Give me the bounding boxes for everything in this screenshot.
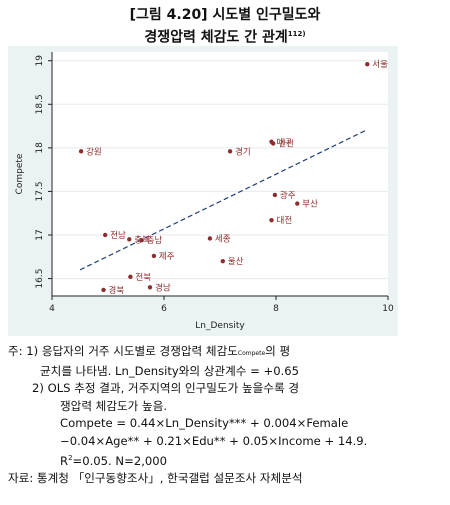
- point-label: 전남: [110, 230, 126, 241]
- y-tick-label: 19: [35, 55, 45, 67]
- r-squared-rest: =0.05. N=2,000: [72, 453, 168, 468]
- y-tick-label: 18: [35, 142, 45, 154]
- point-label: 충남: [147, 236, 163, 246]
- point-label: 제주: [159, 252, 175, 262]
- data-point: [272, 192, 278, 198]
- note-1-line-1: 주: 1) 응답자의 거주 시도별로 경쟁압력 체감도Compete의 평: [8, 343, 428, 363]
- data-point: [295, 201, 300, 206]
- title-line-2: 경쟁압력 체감도 간 관계112): [0, 25, 450, 48]
- point-label: 울산: [228, 256, 244, 267]
- x-axis-label: Ln_Density: [195, 321, 245, 331]
- note-2-line-1: 2) OLS 추정 결과, 거주지역의 인구밀도가 높을수록 경: [32, 381, 299, 395]
- scatter-chart: 16.5 17 17.5 18 18.5 19 4 6 8 10 Compete Ln_Density…: [15, 52, 394, 331]
- data-point: [227, 149, 233, 154]
- plot-region: [52, 52, 388, 296]
- point-label: 경기: [235, 146, 251, 157]
- chart-area: 16.5 17 17.5 18 18.5 19 4 6 8 10 Compete Ln_Density…: [8, 46, 398, 336]
- note-1-subscript: Compete: [237, 350, 266, 357]
- fitted-line: [79, 129, 366, 271]
- title-line-1: [그림 4.20] 시도별 인구밀도와: [129, 7, 321, 23]
- data-point: [271, 141, 276, 146]
- y-tick-label: 17: [35, 229, 45, 240]
- note-1-line-2: 균치를 나타냄. Ln_Density와의 상관계수 = +0.65: [40, 363, 300, 378]
- title-line-2-text: 경쟁압력 체감도 간 관계: [144, 29, 288, 46]
- r-squared-exponent: 2: [68, 454, 73, 462]
- point-label: 대전: [277, 215, 293, 226]
- figure-title: [그림 4.20] 시도별 인구밀도와 경쟁압력 체감도 간 관계112): [0, 6, 450, 48]
- title-footnote-mark: 112): [287, 30, 306, 38]
- data-point: [220, 258, 225, 264]
- data-point: [101, 287, 106, 293]
- point-label: 세종: [215, 234, 231, 244]
- data-point: [207, 236, 213, 241]
- x-tick-label: 8: [273, 304, 279, 314]
- x-tick-label: 6: [161, 304, 167, 314]
- data-point: [269, 217, 274, 223]
- data-point: [147, 285, 153, 290]
- note-2-line-3: Compete = 0.44×Ln_Density*** + 0.004×Fem…: [60, 416, 349, 430]
- notes: 주: 1) 응답자의 거주 시도별로 경쟁압력 체감도Compete의 평 균치…: [8, 343, 428, 488]
- point-label: 부산: [302, 199, 318, 210]
- data-point: [127, 237, 132, 242]
- note-2-line-5: R2=0.05. N=2,000: [8, 450, 428, 470]
- note-1-prefix: 주: 1) 응답자의 거주 시도별로 경쟁압력 체감도: [8, 344, 238, 358]
- note-2-line-2: 쟁압력 체감도가 높음.: [60, 398, 168, 413]
- note-1-suffix: 의 평: [265, 344, 291, 358]
- x-tick-label: 10: [382, 304, 394, 314]
- point-label: 경북: [109, 285, 125, 296]
- y-tick-label: 17.5: [35, 181, 45, 201]
- r-squared-label: R: [60, 453, 69, 468]
- data-point: [78, 149, 84, 154]
- data-point: [139, 238, 144, 243]
- y-tick-label: 16.5: [35, 269, 45, 289]
- point-label: 서울: [372, 60, 388, 70]
- point-label: 강원: [86, 146, 102, 157]
- point-label: 대구: [277, 138, 293, 148]
- x-tick-label: 4: [49, 304, 55, 314]
- point-label: 경남: [155, 282, 171, 293]
- data-point: [151, 253, 157, 259]
- data-point: [365, 62, 370, 67]
- y-axis-label: Compete: [15, 153, 25, 194]
- source-line: 자료: 통계청 「인구동향조사」, 한국갤럽 설문조사 자체분석: [8, 471, 303, 486]
- note-2-line-4: −0.04×Age** + 0.21×Edu** + 0.05×Income +…: [60, 433, 368, 448]
- data-point: [103, 232, 108, 238]
- point-label: 전북: [135, 272, 151, 283]
- point-label: 광주: [280, 190, 296, 201]
- y-tick-label: 18.5: [35, 94, 45, 114]
- data-point: [128, 274, 133, 280]
- point-label: 인천: [278, 139, 294, 150]
